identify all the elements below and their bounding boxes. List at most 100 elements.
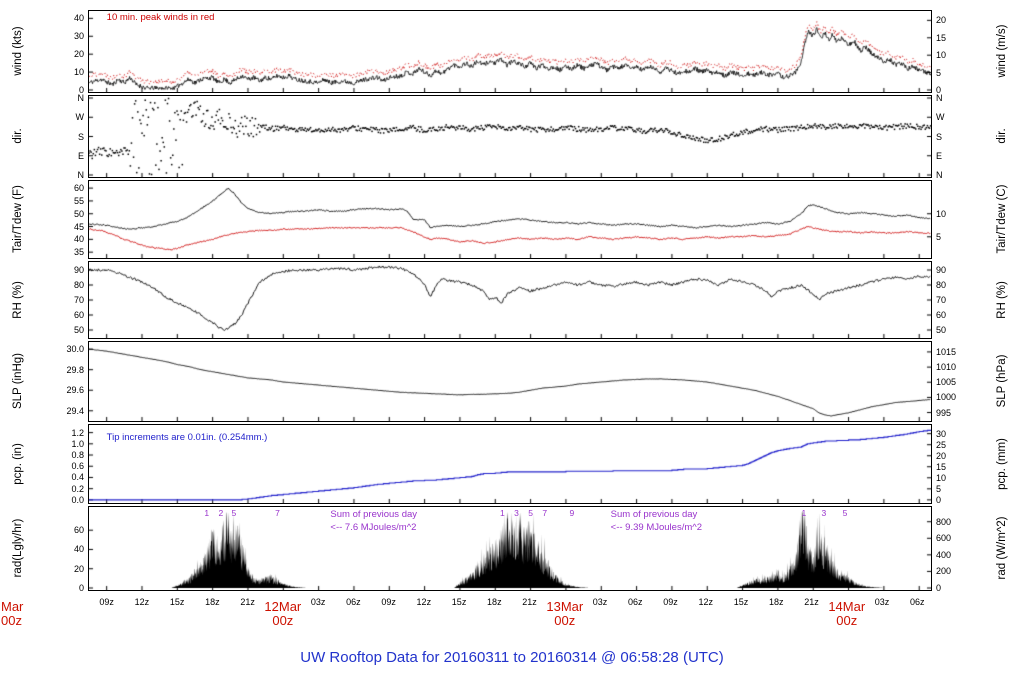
humidity-chart-canvas: [89, 262, 931, 338]
y-tick-label-right: 25: [936, 439, 947, 450]
x-tick-label: 12z: [416, 597, 432, 607]
y-tick-label-left: 20: [73, 49, 84, 60]
y-tick-label-right: 200: [936, 566, 952, 577]
annotation-rad: 1: [499, 507, 505, 518]
y-tick-label-left: 80: [73, 280, 84, 290]
x-date-label-month: 14Mar: [828, 599, 866, 614]
annotation-rad: 7: [275, 507, 280, 518]
x-date-label-clipped: Mar 00z: [1, 600, 23, 628]
panel-humidity: [88, 261, 932, 339]
x-tick-label: 06z: [346, 597, 361, 607]
y-tick-label-right: 600: [936, 533, 952, 544]
y-tick-label-right: 60: [936, 310, 947, 320]
annotation-wind: 10 min. peak winds in red: [106, 12, 215, 24]
y-tick-label-right: 800: [936, 516, 952, 527]
y-tick-label-left: 1.2: [71, 427, 84, 438]
y-tick-label-right: 10: [936, 50, 947, 61]
x-tick-label: 15z: [451, 597, 467, 607]
y-tick-label-right: 995: [936, 407, 952, 418]
y-tick-label-right: 90: [936, 265, 947, 275]
y-tick-label-right: E: [936, 150, 943, 161]
x-date-label-month: 12Mar: [264, 599, 302, 614]
panel-precipitation: [88, 424, 932, 504]
y-tick-label-right: W: [936, 112, 945, 123]
y-tick-label-left: 30.0: [66, 344, 84, 355]
annotation-rad: 5: [528, 507, 533, 518]
x-date-label: 12Mar 00z: [264, 600, 301, 628]
y-tick-label-right: 1005: [936, 377, 957, 388]
y-tick-label-left: 40: [73, 234, 84, 245]
wind-right-axis-title: wind (m/s): [996, 24, 1008, 78]
annotation-rad: 5: [842, 507, 848, 518]
y-tick-label-left: 10: [73, 67, 84, 78]
x-tick-label: 21z: [804, 597, 819, 607]
y-tick-label-right: 0: [936, 583, 942, 593]
y-tick-label-right: 20: [936, 15, 947, 26]
y-tick-label-left: 29.6: [66, 385, 84, 396]
radiation-left-axis-title: rad(Lgly/hr): [12, 518, 24, 578]
y-tick-label-left: 0.6: [71, 461, 84, 472]
annotation-rad: 2: [218, 507, 224, 518]
y-tick-label-right: 15: [936, 32, 947, 43]
y-tick-label-left: E: [77, 150, 84, 161]
panel-pressure: [88, 341, 932, 422]
y-tick-label-left: N: [77, 170, 85, 180]
x-tick-label: 09z: [99, 597, 114, 607]
y-tick-label-right: 15: [936, 461, 947, 472]
x-tick-label: 18z: [769, 597, 784, 607]
annotation-rad: 1: [204, 507, 210, 518]
x-date-label-hour: 00z: [554, 613, 576, 628]
x-date-label-month: Mar: [1, 599, 24, 614]
panel-radiation: [88, 506, 932, 591]
y-tick-label-right: 20: [936, 450, 947, 461]
x-tick-label: 21z: [240, 597, 255, 607]
x-tick-label: 03z: [874, 597, 890, 607]
humidity-right-axis-title: RH (%): [996, 281, 1008, 319]
annotation-rad: 9: [569, 507, 575, 518]
annotation-rad: 5: [231, 507, 237, 518]
x-date-label-hour: 00z: [272, 613, 294, 628]
y-tick-label-left: 90: [73, 265, 84, 275]
annotation-rad: <-- 9.39 MJoules/m^2: [610, 522, 702, 534]
annotation-rad: 7: [542, 507, 548, 518]
wind-chart-canvas: [89, 11, 931, 92]
annotation-rad: <-- 7.6 MJoules/m^2: [330, 522, 417, 534]
y-tick-label-right: 1000: [936, 392, 957, 403]
panel-temperature: [88, 180, 932, 259]
y-tick-label-right: 1015: [936, 346, 957, 357]
annotation-rad: 3: [821, 507, 827, 518]
y-tick-label-left: 40: [73, 13, 84, 24]
y-tick-label-left: N: [77, 93, 85, 103]
radiation-chart-canvas: [89, 507, 931, 590]
direction-right-axis-title: dir.: [996, 128, 1008, 144]
wind-left-axis-title: wind (kts): [12, 26, 24, 76]
y-tick-label-left: 20: [73, 563, 84, 574]
y-tick-label-right: 5: [936, 67, 942, 78]
x-tick-label: 03z: [310, 597, 326, 607]
x-tick-label: 21z: [522, 597, 537, 607]
x-date-label-month: 13Mar: [546, 599, 584, 614]
pressure-right-axis-title: SLP (hPa): [996, 354, 1008, 408]
x-tick-label: 18z: [487, 597, 502, 607]
pressure-left-axis-title: SLP (inHg): [12, 352, 24, 410]
y-tick-label-left: 45: [73, 221, 84, 232]
y-tick-label-right: 80: [936, 280, 947, 290]
y-tick-label-right: S: [936, 131, 943, 142]
x-tick-label: 12z: [134, 597, 150, 607]
x-tick-label: 15z: [733, 597, 749, 607]
y-tick-label-left: 50: [73, 325, 84, 335]
y-tick-label-left: 70: [73, 295, 84, 305]
y-tick-label-right: 5: [936, 231, 942, 242]
y-tick-label-right: N: [936, 93, 943, 103]
direction-chart-canvas: [89, 96, 931, 177]
pressure-chart-canvas: [89, 342, 931, 421]
y-tick-label-left: 1.0: [71, 438, 84, 449]
y-tick-label-left: 60: [73, 183, 84, 194]
x-tick-label: 09z: [381, 597, 396, 607]
y-tick-label-left: W: [75, 112, 85, 123]
precipitation-chart-canvas: [89, 425, 931, 503]
direction-left-axis-title: dir.: [12, 128, 24, 144]
x-tick-label: 09z: [663, 597, 678, 607]
y-tick-label-left: 60: [73, 525, 84, 536]
